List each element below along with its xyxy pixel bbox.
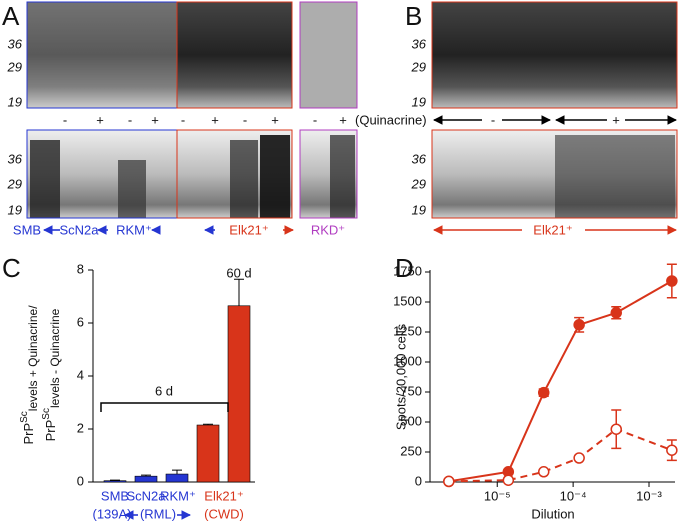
y-tick-label: 750 (400, 383, 422, 398)
y-label-part: levels - Quinacrine (48, 308, 62, 408)
bar (134, 475, 158, 483)
cell-line-label: RKM⁺ (116, 222, 152, 237)
x-tick-label: Elk21⁺ (204, 488, 243, 503)
x-axis-label: Dilution (531, 506, 574, 521)
y-tick-label: 1000 (393, 353, 422, 368)
cell-line-label: SMB (13, 222, 41, 237)
x-tick-label: 10⁻⁵ (484, 488, 511, 503)
point (666, 444, 678, 456)
cell-line-label: Elk21⁺ (533, 222, 572, 237)
strain-label: (CWD) (204, 506, 244, 521)
mw-marker: 19 (412, 202, 426, 217)
y-axis-label: Spots/20,000 cells (393, 323, 408, 430)
mw-marker: 19 (412, 94, 426, 109)
lane-sign: + (271, 112, 279, 127)
panel-label: B (405, 1, 422, 31)
mw-marker: 36 (8, 36, 23, 51)
bar (103, 480, 127, 483)
annotation: 6 d (155, 383, 173, 398)
bar (196, 424, 220, 483)
cell-line-label: ScN2a (59, 222, 99, 237)
mw-marker: 29 (411, 176, 426, 191)
treatment-label: (Quinacrine) (355, 112, 427, 127)
mw-marker: 19 (8, 202, 22, 217)
panel-label: A (2, 1, 20, 31)
point (537, 466, 550, 478)
x-tick-label: ScN2a (126, 488, 166, 503)
mw-marker: 19 (8, 94, 22, 109)
y-label-part: levels + Quinacrine/ (26, 305, 40, 411)
y-label-part: PrP (43, 420, 58, 442)
y-tick-label: 2 (77, 420, 84, 435)
y-axis-label: PrPSclevels + Quinacrine/ (19, 305, 41, 445)
error-bar (172, 469, 182, 475)
y-label-part: Sc (41, 408, 52, 420)
bar (227, 305, 251, 483)
mw-marker: 29 (7, 176, 22, 191)
lane-sign: + (339, 112, 347, 127)
lane-sign: - (313, 112, 317, 127)
mw-marker: 29 (411, 59, 426, 74)
cell-line-label: RKD⁺ (311, 222, 345, 237)
error-bar (234, 278, 244, 306)
x-tick-label: SMB (101, 488, 129, 503)
strain-label: (RML) (140, 506, 176, 521)
point (537, 386, 550, 399)
x-tick-label: 10⁻³ (636, 488, 662, 503)
y-tick-label: 6 (77, 314, 84, 329)
y-axis-label: PrPSclevels - Quinacrine (41, 308, 63, 441)
lane-sign: + (211, 112, 219, 127)
y-tick-label: 8 (77, 261, 84, 276)
lane-sign: - (243, 112, 247, 127)
blot-a-top (26, 1, 358, 109)
cell-line-label: Elk21⁺ (229, 222, 268, 237)
mw-marker: 36 (412, 36, 427, 51)
point (610, 423, 622, 435)
y-tick-label: 1750 (393, 263, 422, 278)
annotation: 60 d (226, 265, 251, 280)
y-tick-label: 0 (415, 473, 422, 488)
point (666, 275, 678, 287)
blot-a-bottom (26, 129, 358, 219)
panel-label: D (395, 253, 414, 283)
bar (165, 473, 189, 483)
error-bar (141, 474, 151, 477)
error-bar (203, 423, 213, 426)
y-tick-label: 1250 (393, 323, 422, 338)
x-tick-label: 10⁻⁴ (560, 488, 587, 503)
lane-sign: - (181, 112, 185, 127)
lane-sign: - (128, 112, 132, 127)
y-tick-label: 250 (400, 443, 422, 458)
y-tick-label: 0 (77, 473, 84, 488)
blot-b (431, 1, 678, 219)
mw-marker: 29 (7, 59, 22, 74)
series-line (448, 280, 673, 483)
strain-label: (139A) (92, 506, 131, 521)
bracket (100, 402, 229, 412)
y-tick-label: 1500 (393, 293, 422, 308)
arrows (43, 115, 677, 520)
point (502, 474, 515, 486)
lane-sign: + (612, 112, 620, 127)
y-label-part: Sc (19, 411, 30, 423)
x-tick-label: RKM⁺ (160, 488, 196, 503)
point (443, 475, 455, 488)
lane-sign: + (151, 112, 159, 127)
point (573, 319, 585, 331)
y-tick-label: 500 (400, 413, 422, 428)
mw-marker: 36 (412, 151, 427, 166)
point (610, 307, 622, 319)
panel-label: C (2, 253, 21, 283)
y-label-part: PrP (21, 423, 36, 445)
series-line (448, 428, 673, 483)
lane-sign: - (491, 112, 495, 127)
lane-sign: - (63, 112, 67, 127)
lane-sign: + (96, 112, 104, 127)
y-tick-label: 4 (77, 367, 84, 382)
point (573, 452, 585, 464)
mw-marker: 36 (8, 151, 23, 166)
error-bar (110, 479, 120, 481)
